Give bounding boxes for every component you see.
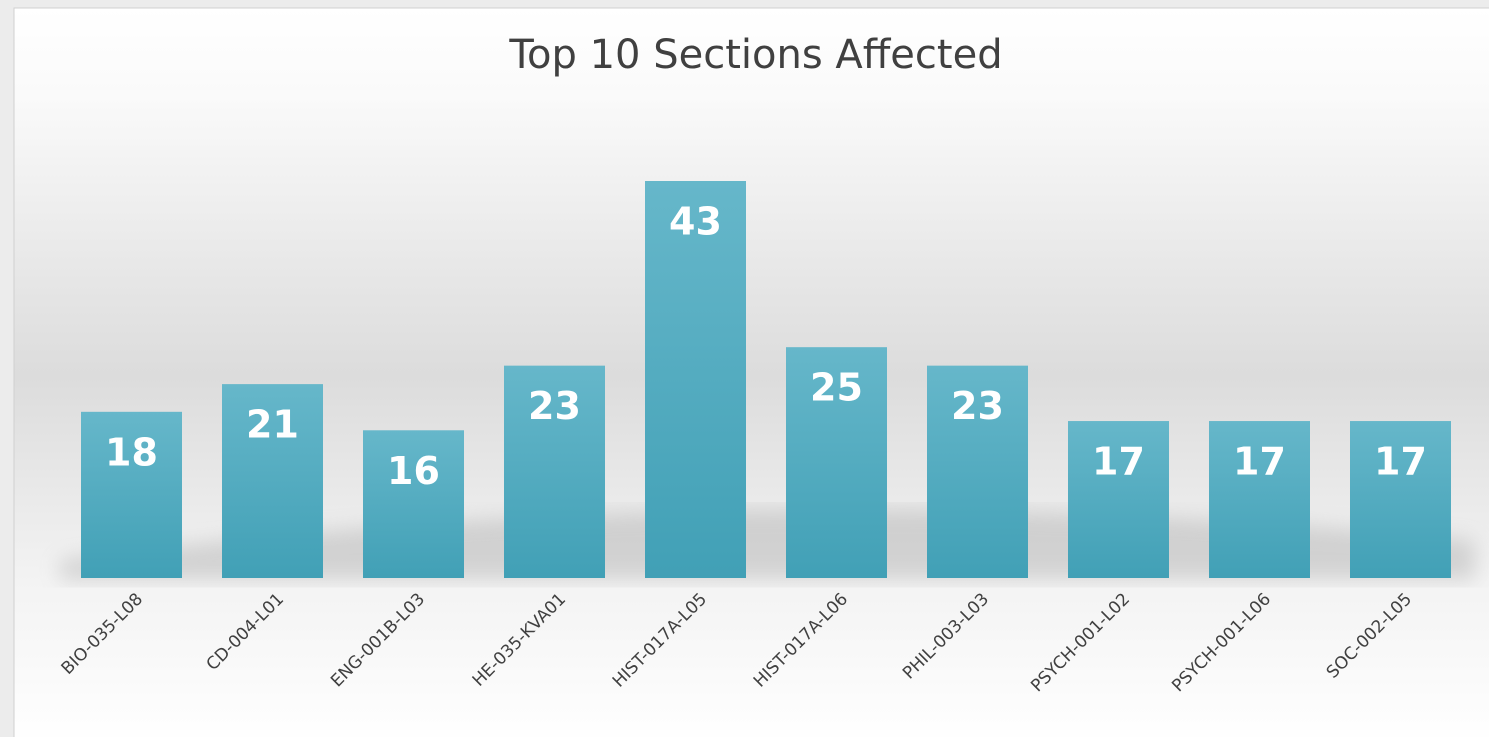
value-label: 21 xyxy=(246,403,299,447)
value-label: 16 xyxy=(387,449,440,493)
value-label: 17 xyxy=(1374,440,1427,484)
bar xyxy=(786,347,887,578)
bar xyxy=(927,365,1028,578)
bar xyxy=(222,384,323,578)
bar xyxy=(1209,421,1310,578)
bar xyxy=(504,365,605,578)
chart-panel xyxy=(13,7,1489,737)
value-label: 18 xyxy=(105,430,158,474)
value-label: 23 xyxy=(951,384,1004,428)
bar xyxy=(645,181,746,578)
bar xyxy=(1068,421,1169,578)
value-label: 23 xyxy=(528,384,581,428)
bar xyxy=(363,430,464,578)
value-label: 43 xyxy=(669,200,722,244)
bar xyxy=(81,411,182,578)
value-label: 17 xyxy=(1233,440,1286,484)
value-label: 25 xyxy=(810,366,863,410)
bar xyxy=(1350,421,1451,578)
chart-title: Top 10 Sections Affected xyxy=(508,32,1002,78)
value-label: 17 xyxy=(1092,440,1145,484)
